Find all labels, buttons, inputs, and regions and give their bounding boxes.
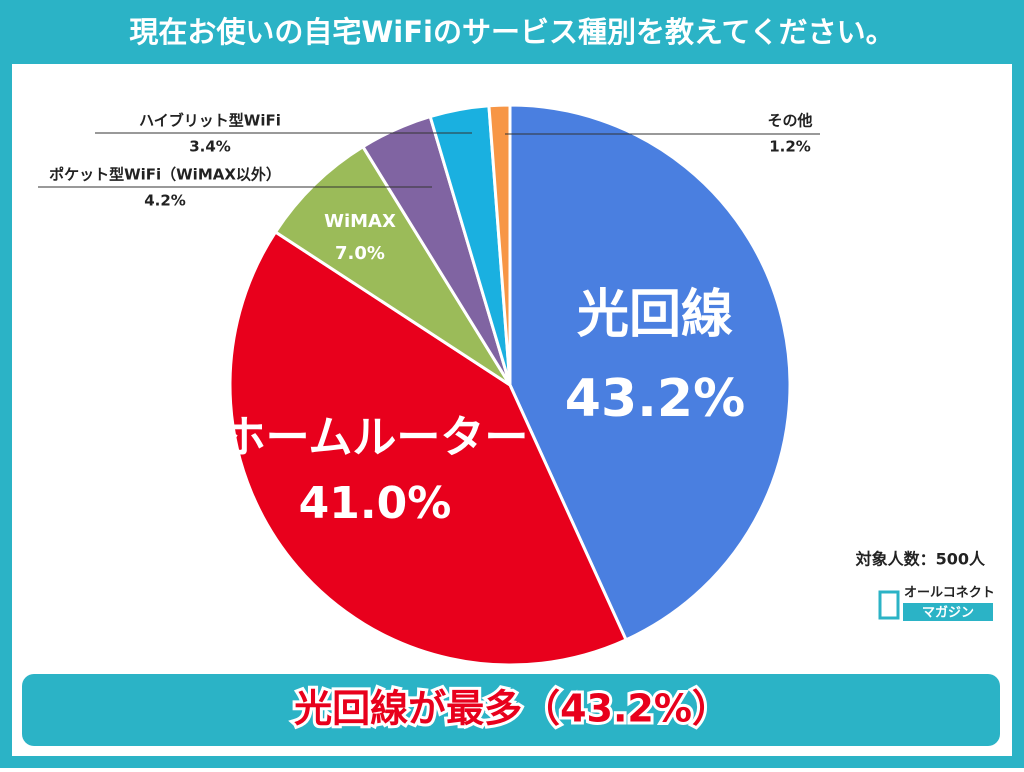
conclusion: 光回線が最多（43.2%） (294, 687, 730, 731)
pie-slice (508, 103, 792, 642)
pie-slice (273, 144, 512, 387)
slice-value-label: 7.0% (335, 243, 385, 264)
logo-text: オールコネクト (904, 586, 995, 601)
slice-value-label: 43.2% (565, 369, 745, 429)
slice-label: WiMAX (324, 211, 396, 232)
pie-slice (228, 229, 629, 667)
slice-label: ポケット型WiFi（WiMAX以外） (49, 166, 281, 184)
chart-title: 現在お使いの自宅WiFiのサービス種別を教えてください。 (129, 15, 894, 49)
logo-badge (903, 603, 993, 621)
slice-value-label: 41.0% (299, 478, 452, 529)
pie: 光回線 43.2% ホームルーター 41.0% WiMAX 7.0% ポケット型WiFi（W… (38, 103, 820, 667)
slice-label: ハイブリット型WiFi (139, 112, 281, 130)
slice-label: 光回線 (577, 285, 733, 345)
logo-text: マガジン (922, 606, 974, 621)
sample-note: 対象人数：500人 (855, 550, 986, 569)
logo: オールコネクト マガジン (878, 586, 995, 621)
pie-slice (487, 103, 512, 386)
slice-value-label: 1.2% (769, 138, 811, 156)
slice-value-label: 4.2% (144, 192, 186, 210)
logo-icon (878, 590, 900, 620)
slice-label: その他 (767, 112, 812, 130)
slice-value-label: 3.4% (189, 138, 231, 156)
conclusion-box (22, 674, 1000, 746)
slice-label: ホームルーター (222, 412, 529, 463)
